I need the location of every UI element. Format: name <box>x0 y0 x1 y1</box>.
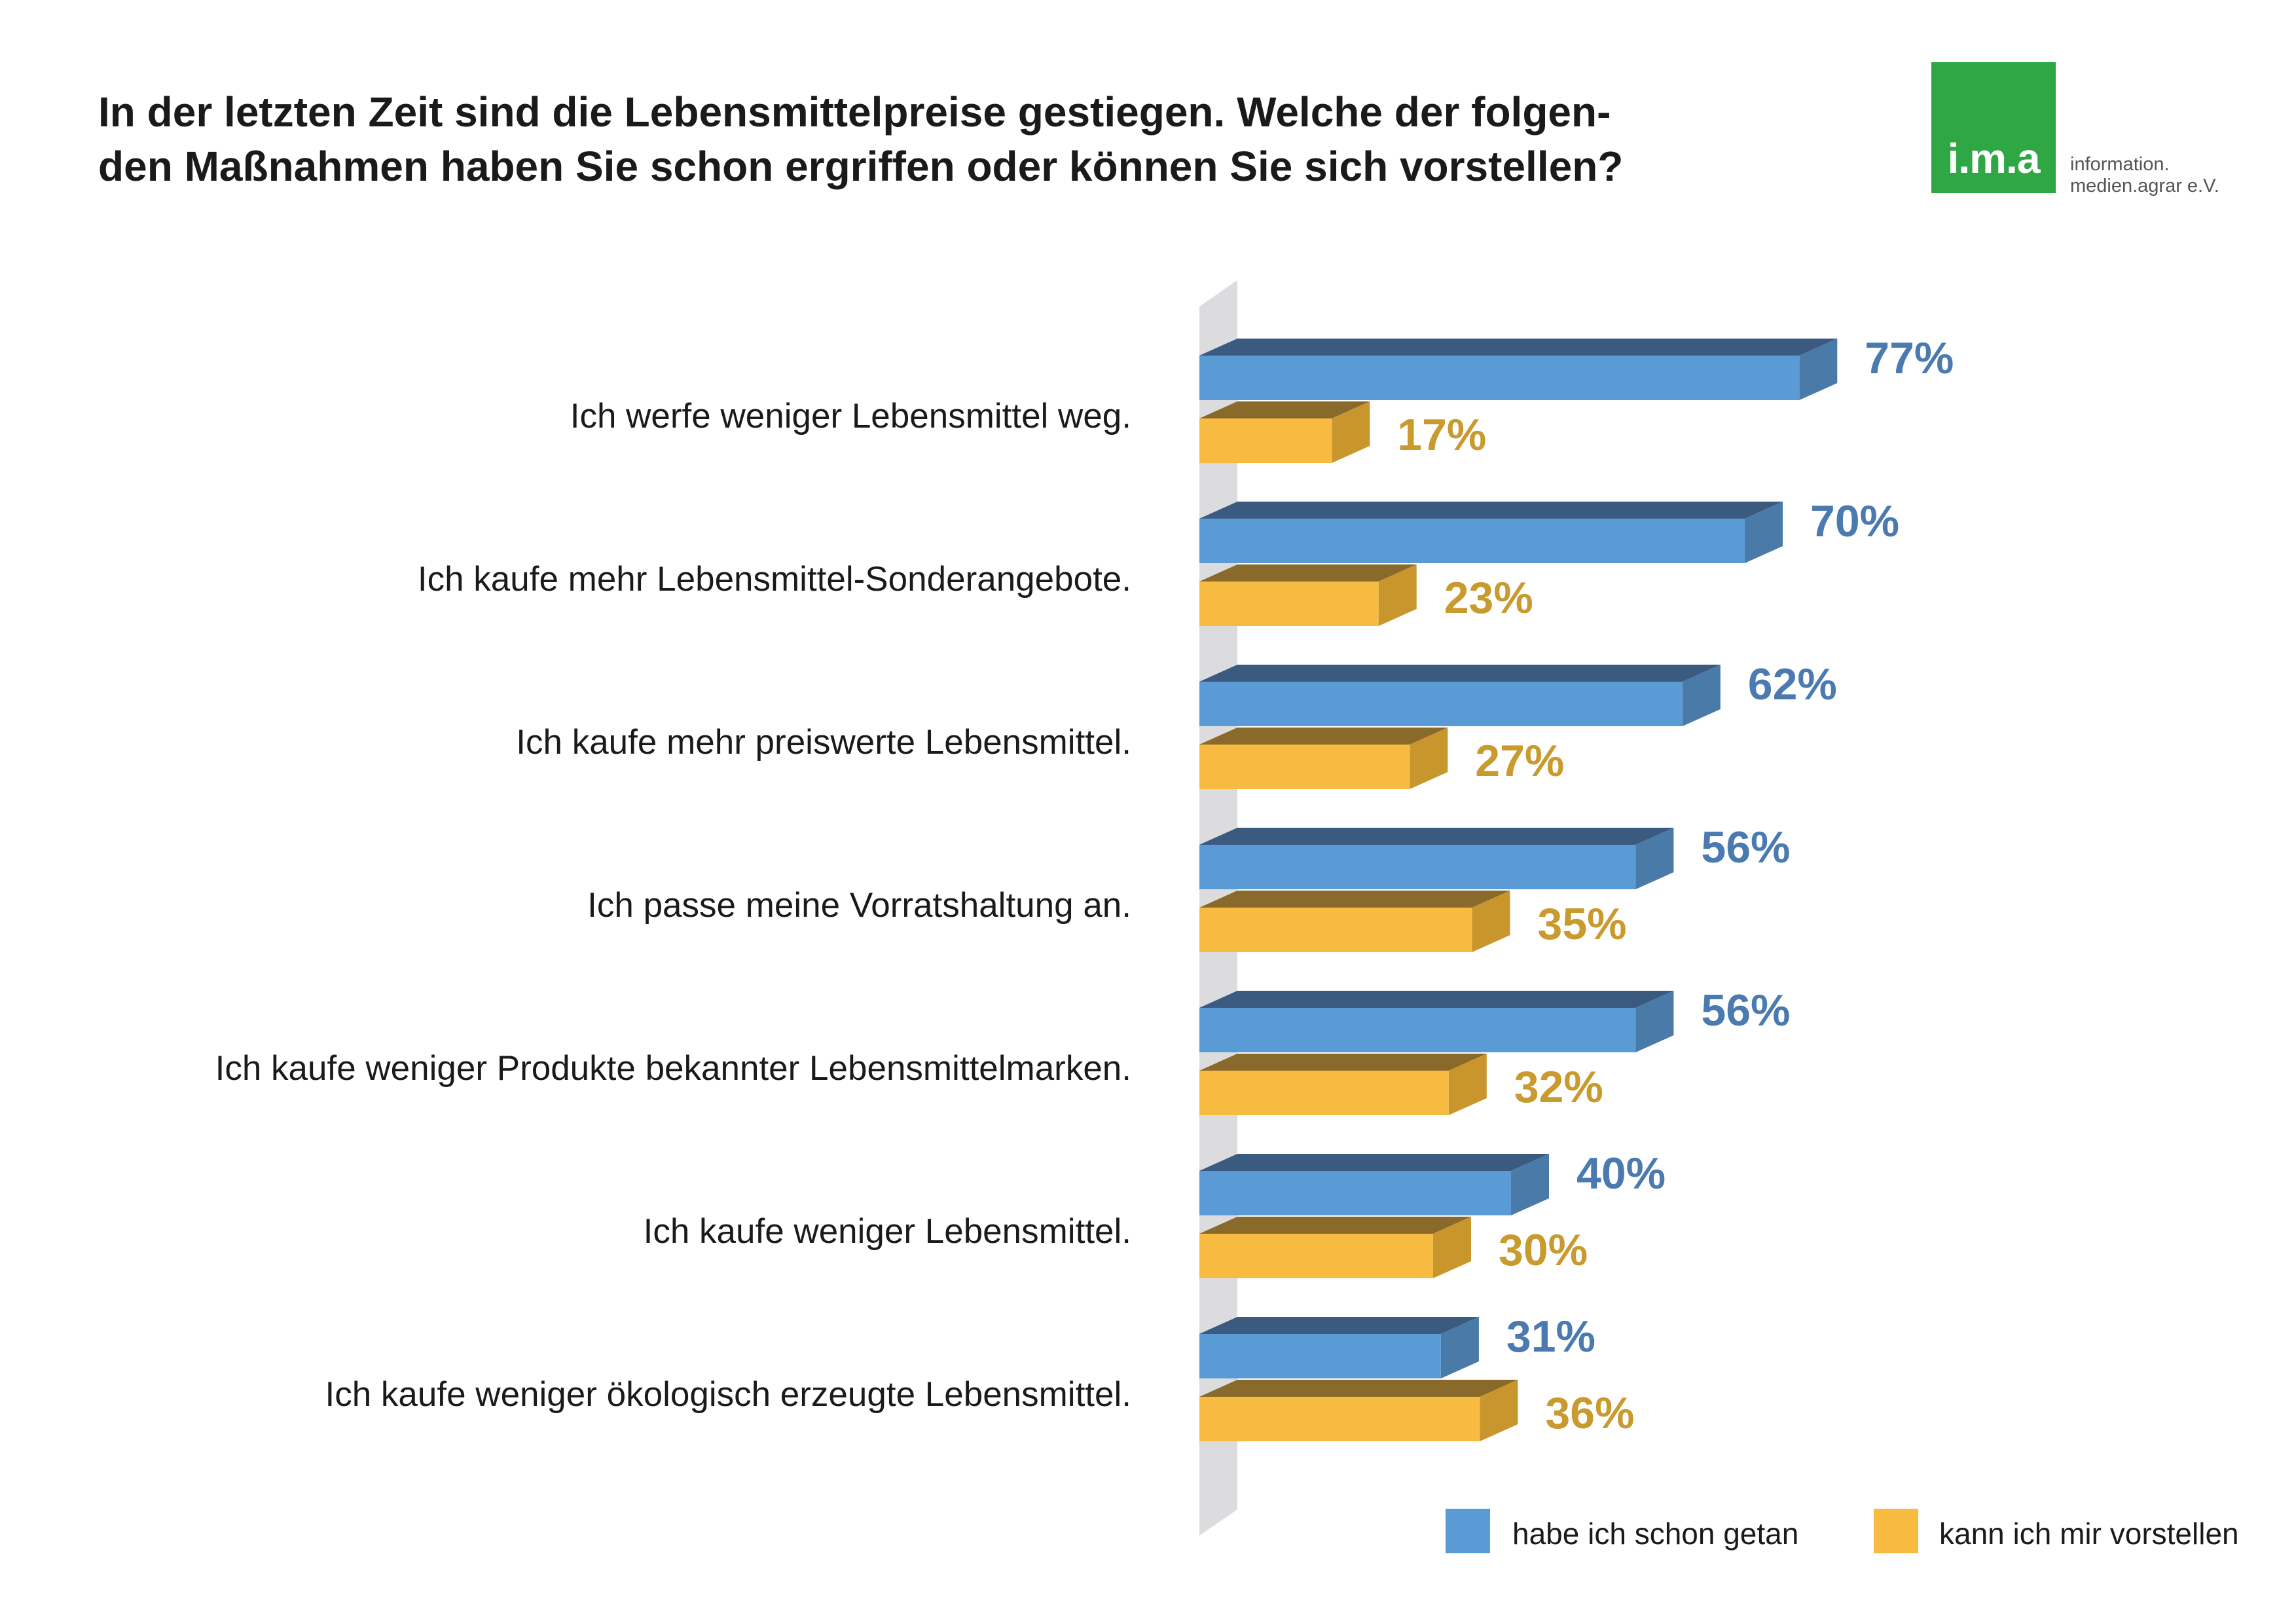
bar-series1-top <box>1199 339 1838 356</box>
data-label-series2: 36% <box>1545 1388 1634 1438</box>
bar-series2-top <box>1199 1380 1518 1397</box>
bar-series1 <box>1199 665 1721 726</box>
bar-series1-front <box>1199 845 1636 889</box>
bar-series2-side <box>1378 564 1417 626</box>
bar-series2 <box>1199 401 1370 463</box>
bar-series2-side <box>1433 1217 1471 1278</box>
data-label-series2: 32% <box>1514 1062 1603 1112</box>
category-label: Ich kaufe weniger Lebensmittel. <box>644 1212 1131 1251</box>
bar-series2-front <box>1199 745 1410 789</box>
bar-series1-side <box>1745 502 1783 563</box>
bar-series2 <box>1199 564 1417 626</box>
category-label: Ich werfe weniger Lebensmittel weg. <box>570 397 1131 435</box>
bar-series1-side <box>1635 991 1674 1052</box>
data-label-series2: 27% <box>1475 736 1564 786</box>
bar-series1-side <box>1511 1154 1549 1215</box>
bar-series2-side <box>1332 401 1370 463</box>
data-label-series1: 40% <box>1576 1149 1666 1198</box>
bar-series1-front <box>1199 1171 1511 1215</box>
bar-series1-front <box>1199 356 1800 400</box>
legend-label-series1: habe ich schon getan <box>1512 1517 1798 1551</box>
chart-title: In der letzten Zeit sind die Lebensmitte… <box>98 85 1931 194</box>
bar-series1 <box>1199 1154 1549 1215</box>
bar-series1-top <box>1199 991 1674 1008</box>
data-label-series1: 56% <box>1701 986 1790 1035</box>
data-label-series2: 23% <box>1444 573 1533 623</box>
bar-series2 <box>1199 1380 1518 1441</box>
data-label-series1: 77% <box>1865 333 1954 383</box>
bar-series1 <box>1199 828 1674 889</box>
bar-series1-top <box>1199 502 1783 519</box>
bar-series2-top <box>1199 564 1417 581</box>
bar-series1-top <box>1199 665 1721 682</box>
bar-series1-side <box>1635 828 1674 889</box>
bar-series1-front <box>1199 1334 1441 1378</box>
data-label-series2: 17% <box>1397 410 1486 460</box>
bar-series2-top <box>1199 728 1448 745</box>
bar-series1 <box>1199 1317 1479 1378</box>
bar-series2-top <box>1199 401 1370 418</box>
bar-series2-side <box>1410 728 1448 789</box>
bar-series2-front <box>1199 1071 1449 1115</box>
bar-series2-front <box>1199 581 1379 626</box>
chart-title-line-1: In der letzten Zeit sind die Lebensmitte… <box>98 88 1611 136</box>
category-label: Ich kaufe weniger ökologisch erzeugte Le… <box>325 1375 1132 1414</box>
category-label: Ich kaufe mehr preiswerte Lebensmittel. <box>516 723 1131 762</box>
bar-series1-top <box>1199 1154 1549 1171</box>
bar-series2-side <box>1480 1380 1518 1441</box>
data-label-series1: 31% <box>1506 1312 1595 1361</box>
ima-logo-box <box>1931 62 2056 193</box>
legend-label-series2: kann ich mir vorstellen <box>1939 1517 2239 1551</box>
category-label: Ich kaufe mehr Lebensmittel-Sonderangebo… <box>418 560 1131 599</box>
bar-series1 <box>1199 502 1783 563</box>
data-label-series1: 70% <box>1810 496 1899 546</box>
bar-series2-front <box>1199 418 1332 463</box>
legend-swatch-series1 <box>1446 1509 1490 1553</box>
bar-series2 <box>1199 1217 1471 1278</box>
bar-series2-top <box>1199 1217 1471 1234</box>
bar-series1 <box>1199 991 1674 1052</box>
bar-series2 <box>1199 1054 1487 1115</box>
bar-series1-side <box>1682 665 1721 726</box>
bar-series1-front <box>1199 1008 1636 1052</box>
bar-series1-top <box>1199 1317 1479 1334</box>
bar-series2-front <box>1199 1397 1480 1441</box>
bar-series2-side <box>1472 891 1510 952</box>
bar-series1-top <box>1199 828 1674 845</box>
category-label: Ich kaufe weniger Produkte bekannter Leb… <box>215 1049 1131 1088</box>
bar-series2-top <box>1199 1054 1487 1071</box>
bar-series1-front <box>1199 519 1745 563</box>
bar-series2 <box>1199 728 1448 789</box>
bar-series1-side <box>1799 339 1838 400</box>
data-label-series2: 30% <box>1499 1225 1588 1275</box>
ima-logo-text: information. medien.agrar e.V. <box>2070 154 2219 198</box>
bar-series1-side <box>1440 1317 1479 1378</box>
ima-logo-text-line-1: information. <box>2070 154 2170 175</box>
data-label-series1: 56% <box>1701 822 1790 872</box>
ima-logo-mark: i.m.a <box>1947 135 2041 182</box>
bar-series2-side <box>1448 1054 1487 1115</box>
ima-logo: i.m.a information. medien.agrar e.V. <box>1931 62 2296 206</box>
category-label: Ich passe meine Vorratshaltung an. <box>587 886 1131 925</box>
bar-series2-front <box>1199 1234 1433 1278</box>
data-label-series2: 35% <box>1538 899 1627 949</box>
bar-series1-front <box>1199 682 1683 726</box>
bar-series1 <box>1199 339 1838 400</box>
legend-swatch-series2 <box>1874 1509 1918 1553</box>
ima-logo-text-line-2: medien.agrar e.V. <box>2070 175 2219 197</box>
bar-series2-front <box>1199 908 1472 952</box>
bar-series2-top <box>1199 891 1510 908</box>
chart-title-line-2: den Maßnahmen haben Sie schon ergriffen … <box>98 143 1624 191</box>
bar-series2 <box>1199 891 1510 952</box>
data-label-series1: 62% <box>1748 659 1837 709</box>
